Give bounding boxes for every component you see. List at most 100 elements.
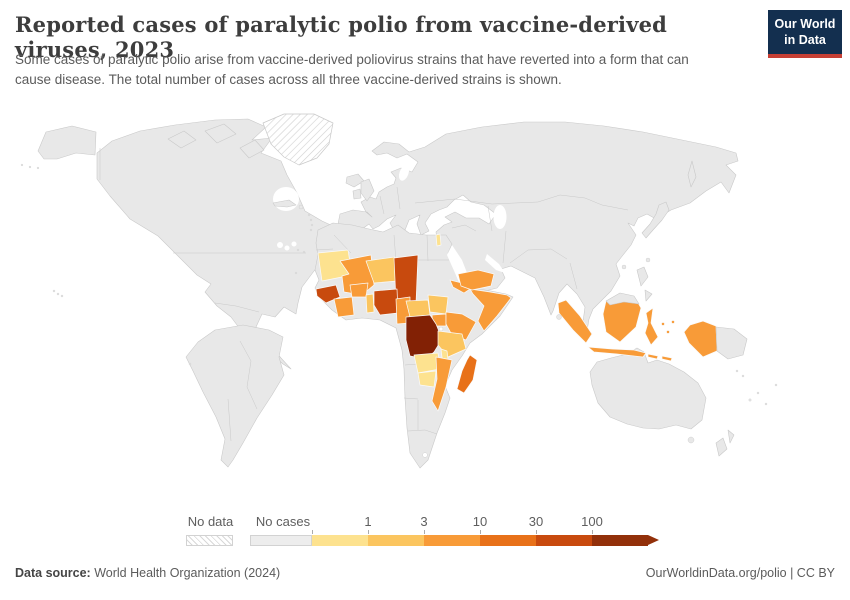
island-ireland (352, 188, 362, 200)
landmass-alaska[interactable] (37, 125, 97, 160)
chart-footer: Data source: World Health Organization (… (15, 566, 835, 580)
island-pacific (735, 369, 739, 373)
country-indonesia-maluku[interactable] (661, 322, 665, 326)
island-pacific (774, 383, 778, 387)
legend-tick-10: 10 (472, 514, 488, 529)
legend-bin-0-1[interactable] (312, 535, 368, 546)
legend-bin-100-plus[interactable] (592, 535, 648, 546)
island-hainan (621, 264, 627, 270)
island-hawaii (60, 294, 64, 298)
country-indonesia-west-papua[interactable] (683, 320, 718, 358)
island-sakhalin (687, 160, 697, 188)
lesotho (422, 452, 428, 458)
country-zimbabwe[interactable] (417, 370, 437, 388)
island-sri-lanka (556, 314, 562, 320)
owid-logo-line2: in Data (784, 32, 826, 47)
landmass-australia[interactable] (589, 347, 707, 430)
country-dr-congo[interactable] (405, 314, 443, 360)
legend-tick-1: 1 (364, 514, 372, 529)
country-indonesia-java[interactable] (587, 346, 647, 358)
legend-bin-1-3[interactable] (368, 535, 424, 546)
island-canary (296, 248, 300, 252)
country-yemen[interactable] (457, 269, 495, 291)
country-greenland-no-data[interactable] (262, 113, 334, 166)
country-nigeria[interactable] (373, 288, 399, 316)
malaysia-borneo (605, 292, 640, 306)
legend-color-bar[interactable]: 1 3 10 30 100 (312, 514, 659, 546)
island-pacific (748, 398, 752, 402)
country-indonesia-maluku[interactable] (666, 330, 670, 334)
caspian-sea (493, 205, 507, 229)
country-south-sudan[interactable] (427, 294, 449, 315)
legend-arrow-icon (648, 535, 659, 545)
country-benin[interactable] (365, 293, 375, 314)
legend-no-cases-swatch[interactable] (250, 535, 312, 546)
island-philippines (644, 289, 653, 302)
arctic-island (239, 139, 265, 159)
hudson-bay (273, 187, 299, 211)
island-antilles (309, 228, 313, 232)
country-central-african-republic[interactable] (405, 299, 431, 318)
island-antilles (309, 218, 313, 222)
legend-tick-mark (424, 530, 425, 534)
country-borders (99, 148, 629, 442)
island-hawaii (52, 289, 56, 293)
island-hawaii (56, 292, 60, 296)
island-new-zealand (715, 437, 728, 457)
legend-no-data-swatch[interactable] (186, 535, 233, 546)
arctic-island (167, 130, 197, 149)
island-canary (302, 250, 306, 254)
legend-tick-3: 3 (420, 514, 428, 529)
legend-tick-mark (480, 530, 481, 534)
great-lake (284, 245, 290, 251)
colored-countries (315, 233, 718, 412)
legend-bin-30-100[interactable] (536, 535, 592, 546)
island-cape-verde (294, 271, 298, 275)
owid-logo[interactable]: Our World in Data (768, 10, 842, 59)
legend-no-data-label: No data (187, 514, 234, 529)
arctic-island (204, 123, 237, 144)
island-pacific (741, 374, 745, 378)
country-burkina-faso[interactable] (349, 282, 369, 298)
legend-tick-mark (368, 530, 369, 534)
country-guinea[interactable] (315, 284, 341, 304)
island-pacific (756, 391, 760, 395)
data-source: Data source: World Health Organization (… (15, 566, 280, 580)
legend-tick-30: 30 (528, 514, 544, 529)
country-indonesia-lesser-sunda[interactable] (647, 353, 659, 360)
country-somalia[interactable] (469, 288, 512, 332)
owid-credit-link[interactable]: OurWorldinData.org/polio | CC BY (645, 566, 835, 580)
landmass-south-america[interactable] (185, 324, 285, 468)
landmass-north-america[interactable] (96, 118, 336, 370)
legend-tick-mark (312, 530, 313, 534)
legend-tick-mark (536, 530, 537, 534)
baltic-sea (398, 165, 410, 181)
island-japan (641, 201, 670, 239)
country-indonesia-sulawesi[interactable] (644, 307, 659, 346)
island-iceland (345, 173, 365, 188)
island-pacific (764, 402, 768, 406)
country-mozambique[interactable] (431, 356, 453, 412)
chart-subtitle: Some cases of paralytic polio arise from… (15, 52, 689, 87)
island-great-britain (360, 178, 375, 202)
legend-tick-mark (592, 530, 593, 534)
world-map-svg (20, 113, 778, 469)
country-indonesia-maluku[interactable] (671, 320, 675, 324)
papua-new-guinea[interactable] (715, 326, 748, 360)
island-galapagos (188, 362, 192, 366)
legend-bin-10-30[interactable] (480, 535, 536, 546)
legend-no-cases-label: No cases (255, 514, 311, 529)
country-israel[interactable] (435, 233, 442, 247)
data-source-value: World Health Organization (2024) (90, 566, 281, 580)
country-madagascar[interactable] (456, 354, 478, 394)
island-new-zealand (727, 429, 735, 444)
island-hispaniola (298, 204, 304, 210)
country-indonesia-lesser-sunda[interactable] (661, 355, 673, 362)
legend-bin-3-10[interactable] (424, 535, 480, 546)
world-map (0, 103, 850, 510)
country-cote-divoire[interactable] (333, 296, 355, 318)
island-aleutian (20, 163, 24, 167)
island-aleutian (36, 166, 40, 170)
data-source-label: Data source: (15, 566, 91, 580)
